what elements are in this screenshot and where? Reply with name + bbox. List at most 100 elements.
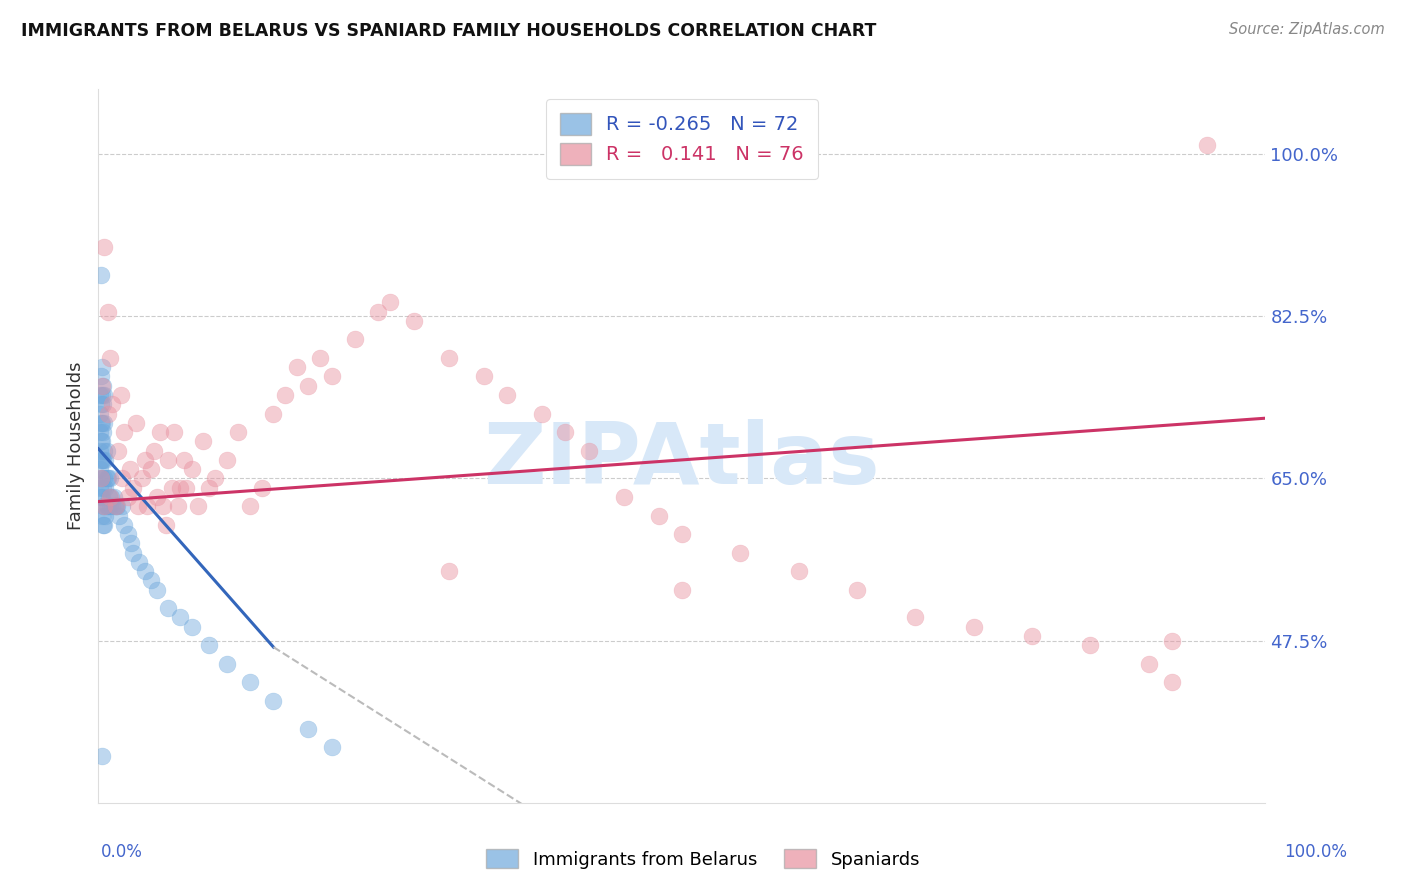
Point — [274, 388, 297, 402]
Point — [104, 500, 127, 514]
Point — [98, 500, 121, 514]
Point — [90, 471, 112, 485]
Point — [321, 369, 343, 384]
Point — [101, 500, 124, 514]
Point — [139, 462, 162, 476]
Point — [187, 500, 209, 514]
Point — [180, 620, 202, 634]
Legend: R = -0.265   N = 72, R =   0.141   N = 76: R = -0.265 N = 72, R = 0.141 N = 76 — [546, 99, 818, 178]
Point — [1080, 638, 1102, 652]
Point — [89, 481, 111, 495]
Point — [321, 740, 343, 755]
Point — [1195, 137, 1218, 152]
Point — [163, 425, 186, 439]
Point — [89, 443, 111, 458]
Point — [111, 471, 134, 485]
Point — [904, 610, 927, 624]
Point — [94, 453, 117, 467]
Point — [97, 471, 120, 485]
Point — [93, 388, 115, 402]
Point — [146, 490, 169, 504]
Text: ZIPAtlas: ZIPAtlas — [484, 418, 880, 502]
Point — [228, 425, 250, 439]
Point — [157, 453, 180, 467]
Point — [93, 471, 115, 485]
Point — [90, 749, 112, 764]
Point — [155, 517, 177, 532]
Point — [122, 545, 145, 559]
Point — [111, 500, 134, 514]
Point — [139, 574, 162, 588]
Point — [846, 582, 869, 597]
Point — [671, 527, 693, 541]
Point — [94, 481, 117, 495]
Point — [128, 555, 150, 569]
Point — [554, 425, 576, 439]
Point — [93, 443, 115, 458]
Point — [169, 481, 191, 495]
Point — [89, 388, 111, 402]
Point — [90, 416, 112, 430]
Text: 0.0%: 0.0% — [101, 843, 143, 861]
Point — [125, 416, 148, 430]
Point — [90, 434, 112, 449]
Point — [160, 481, 183, 495]
Point — [134, 453, 156, 467]
Point — [122, 481, 145, 495]
Point — [89, 462, 111, 476]
Point — [215, 657, 238, 671]
Point — [90, 490, 112, 504]
Point — [174, 481, 197, 495]
Legend: Immigrants from Belarus, Spaniards: Immigrants from Belarus, Spaniards — [478, 842, 928, 876]
Point — [104, 500, 127, 514]
Point — [1021, 629, 1043, 643]
Point — [96, 500, 118, 514]
Point — [97, 490, 120, 504]
Text: IMMIGRANTS FROM BELARUS VS SPANIARD FAMILY HOUSEHOLDS CORRELATION CHART: IMMIGRANTS FROM BELARUS VS SPANIARD FAMI… — [21, 22, 876, 40]
Point — [578, 443, 600, 458]
Point — [613, 490, 636, 504]
Point — [131, 471, 153, 485]
Point — [309, 351, 332, 365]
Point — [90, 268, 112, 282]
Point — [118, 462, 141, 476]
Point — [101, 397, 124, 411]
Point — [90, 378, 112, 392]
Point — [98, 490, 121, 504]
Point — [157, 601, 180, 615]
Point — [91, 397, 114, 411]
Point — [437, 564, 460, 578]
Point — [117, 490, 139, 504]
Point — [104, 500, 127, 514]
Point — [96, 471, 118, 485]
Point — [90, 471, 112, 485]
Point — [91, 481, 114, 495]
Point — [90, 397, 112, 411]
Point — [198, 638, 221, 652]
Point — [89, 407, 111, 421]
Point — [90, 360, 112, 375]
Point — [239, 500, 262, 514]
Point — [215, 453, 238, 467]
Point — [120, 536, 142, 550]
Point — [146, 582, 169, 597]
Point — [91, 425, 114, 439]
Point — [91, 378, 114, 392]
Point — [204, 471, 226, 485]
Point — [105, 500, 128, 514]
Text: Source: ZipAtlas.com: Source: ZipAtlas.com — [1229, 22, 1385, 37]
Point — [100, 490, 122, 504]
Point — [530, 407, 553, 421]
Point — [136, 500, 159, 514]
Point — [112, 425, 135, 439]
Point — [91, 517, 114, 532]
Point — [262, 694, 284, 708]
Point — [90, 508, 112, 523]
Point — [107, 443, 129, 458]
Point — [90, 388, 112, 402]
Point — [94, 508, 117, 523]
Point — [98, 351, 121, 365]
Point — [250, 481, 273, 495]
Point — [198, 481, 221, 495]
Point — [402, 314, 425, 328]
